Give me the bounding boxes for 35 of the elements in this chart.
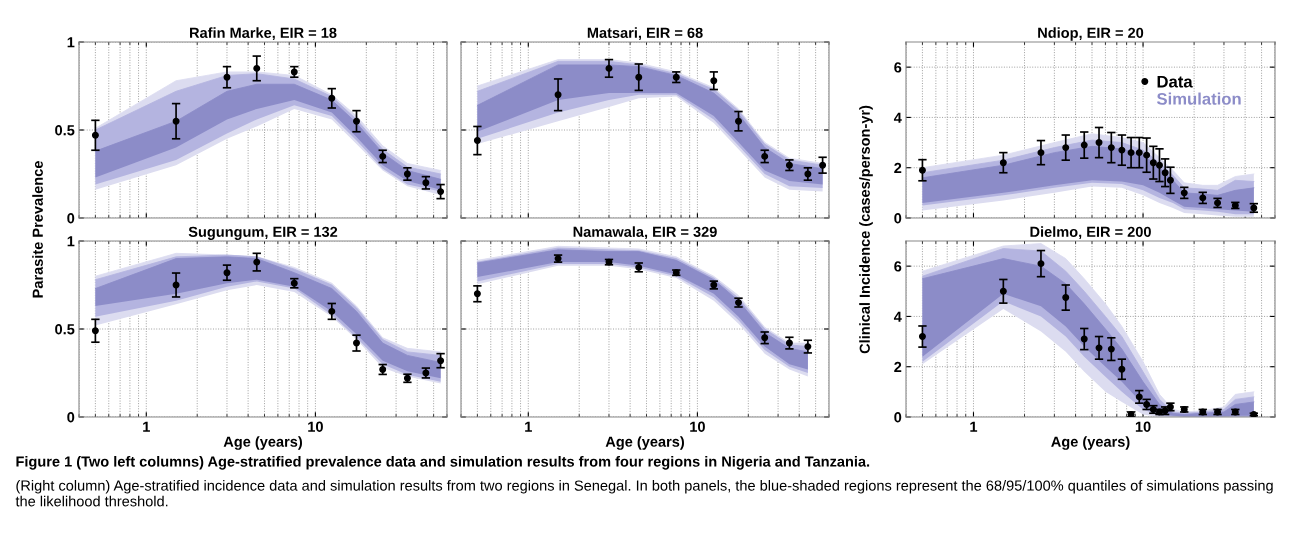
x-tick-label: 1: [525, 421, 532, 432]
y-tick-label: 1: [67, 236, 75, 247]
x-tick-label: 1: [143, 421, 150, 432]
y-axis-title: Parasite Prevalence: [32, 161, 43, 298]
x-axis-title: Age (years): [1051, 436, 1130, 450]
y-tick-label: 6: [894, 261, 902, 272]
y-tick-label: 0.5: [55, 125, 75, 136]
chart-title: Dielmo, EIR = 200: [1030, 226, 1151, 240]
x-tick-label: 10: [1135, 421, 1151, 432]
y-tick-label: 1: [67, 37, 75, 48]
y-tick-label: 0: [67, 213, 75, 224]
y-tick-label: 0: [67, 412, 75, 423]
chart-title: Ndiop, EIR = 20: [1038, 27, 1144, 41]
y-tick-label: 2: [894, 162, 902, 173]
caption: Figure 1 (Two left columns) Age-stratified prevalence data and simulation results from four regions in Nigeria and Tanzania.: [16, 456, 870, 470]
y-tick-label: 4: [893, 112, 902, 123]
x-axis-title: Age (years): [223, 436, 302, 450]
y-tick-label: 2: [894, 361, 902, 372]
y-tick-label: 0: [894, 412, 902, 423]
chart-title: Matsari, EIR = 68: [587, 27, 703, 41]
chart-title: Sugungum, EIR = 132: [188, 226, 338, 240]
x-tick-label: 10: [690, 421, 705, 432]
y-axis-title: Clinical Incidence (cases/person-yr): [859, 105, 873, 354]
x-axis-title: Age (years): [605, 436, 684, 450]
text: Simulation: [1156, 92, 1241, 105]
y-tick-label: 4: [893, 311, 902, 322]
x-tick-label: 1: [970, 421, 978, 432]
text: (Right column) Age-stratified incidence data and simulation results from two regions in Senegal. In both panels, the blue-shaded regions represent the 68/95/100% quantiles of simulations passing the likelihood threshold.: [15, 480, 1273, 507]
y-tick-label: 6: [894, 62, 902, 73]
chart-title: Rafin Marke, EIR = 18: [190, 27, 337, 41]
legend-label: Data: [1157, 75, 1193, 88]
chart-title: Namawala, EIR = 329: [573, 226, 717, 240]
x-tick-label: 10: [308, 421, 323, 432]
y-tick-label: 0.5: [55, 324, 75, 335]
y-tick-label: 0: [894, 213, 902, 224]
